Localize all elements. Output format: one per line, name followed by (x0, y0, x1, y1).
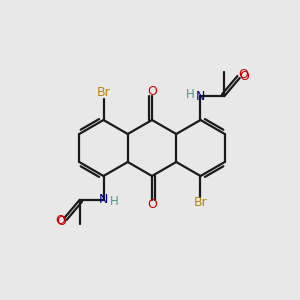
Text: O: O (239, 70, 249, 83)
Text: N: N (196, 90, 205, 103)
Text: O: O (147, 85, 157, 98)
Text: Br: Br (194, 196, 207, 209)
Text: O: O (56, 214, 65, 226)
Text: Br: Br (97, 86, 110, 100)
Text: O: O (56, 215, 66, 228)
Text: O: O (238, 68, 248, 81)
Text: N: N (99, 193, 108, 206)
Text: H: H (185, 88, 194, 101)
Text: O: O (147, 198, 157, 211)
Text: H: H (110, 195, 118, 208)
